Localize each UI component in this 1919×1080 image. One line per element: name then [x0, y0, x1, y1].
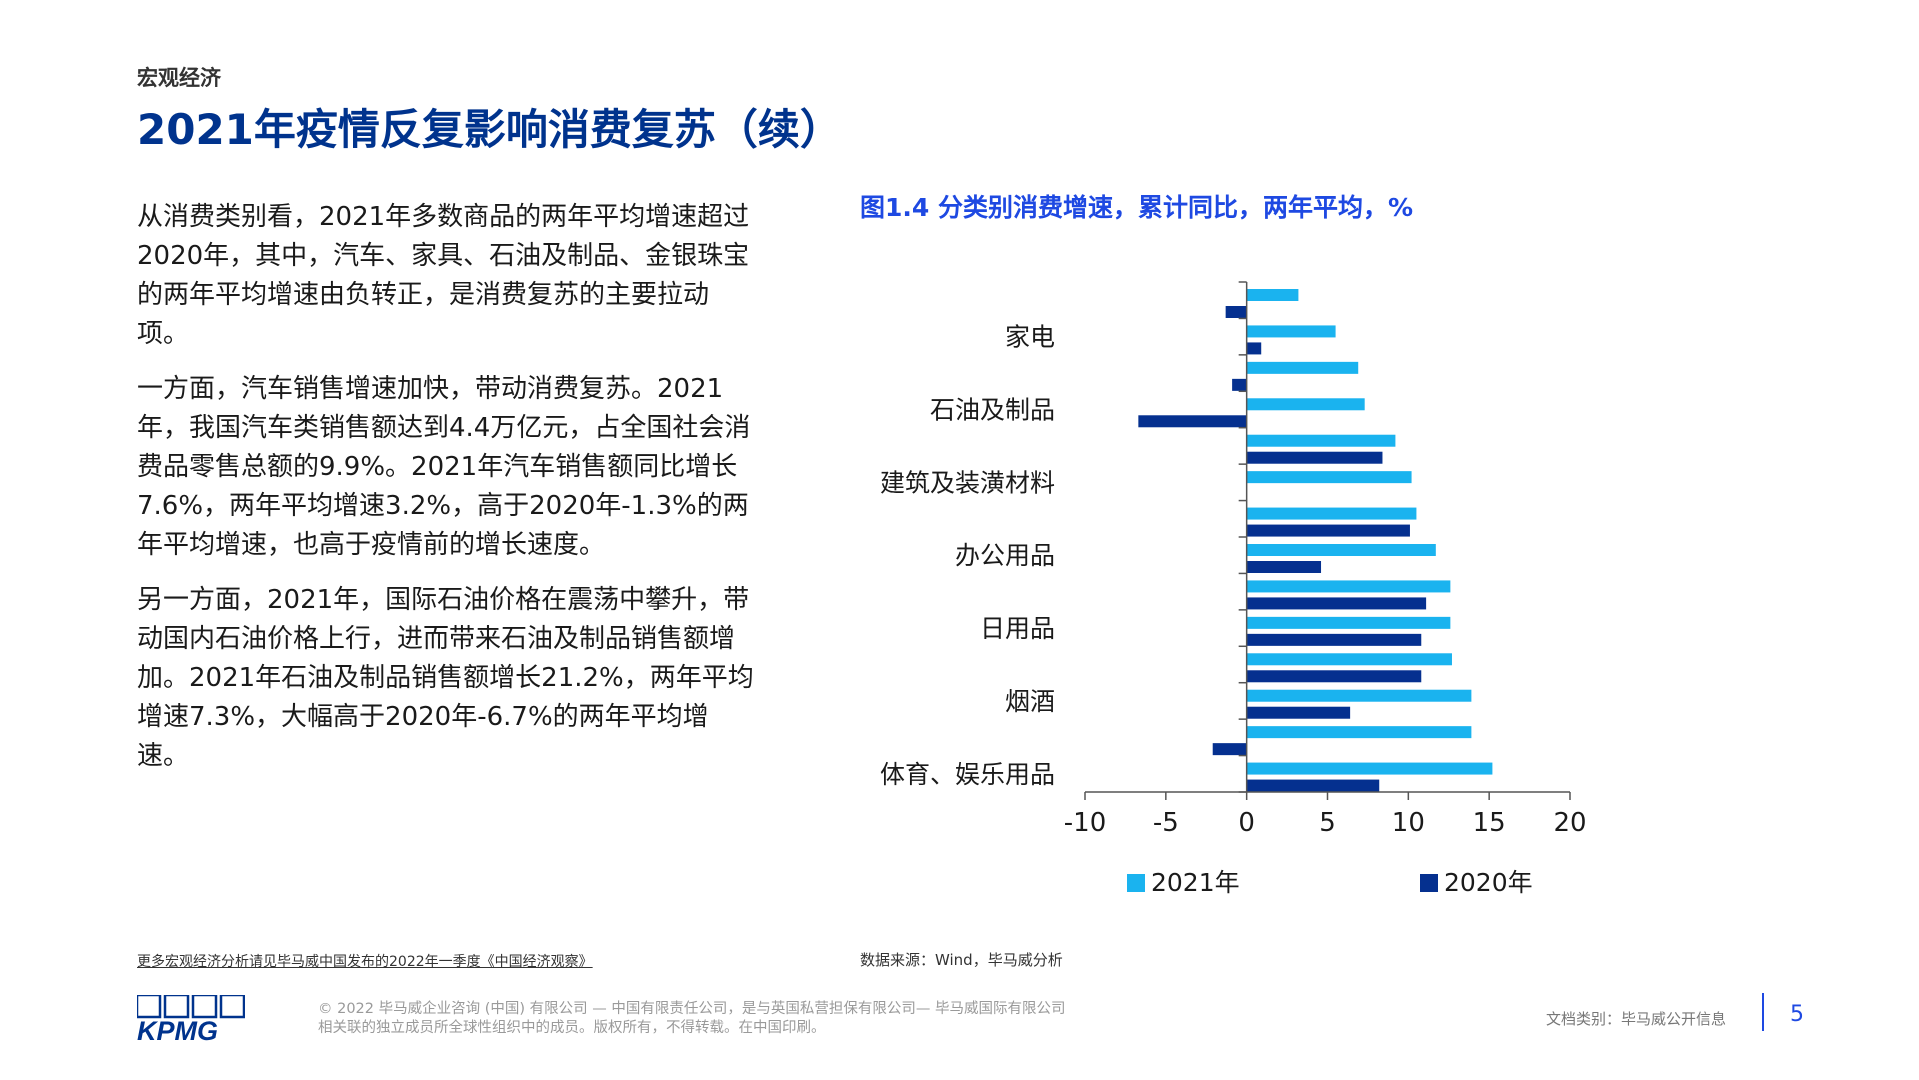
bar-2021 — [1246, 616, 1451, 629]
chart-title: 图1.4 分类别消费增速，累计同比，两年平均，% — [860, 193, 1414, 222]
bar-2021 — [1246, 762, 1493, 775]
legend-label-2021: 2021年 — [1151, 868, 1240, 897]
x-tick-label: 10 — [1392, 808, 1425, 838]
bar-chart: -10 -5 0 5 10 15 20 家电石油及制品建筑及装潢材料办公用品日用品烟酒体育、娱… — [880, 281, 1587, 897]
bar-2020 — [1246, 561, 1322, 573]
bar-2020 — [1246, 597, 1427, 610]
copyright-line-1: © 2022 毕马威企业咨询 (中国) 有限公司 — 中国有限责任公司，是与英国… — [318, 1001, 1066, 1017]
category-label: 家电 — [1005, 323, 1055, 352]
bar-2021 — [1246, 361, 1359, 374]
legend-swatch-2020 — [1420, 874, 1438, 892]
bar-2020 — [1246, 670, 1422, 683]
bar-2020 — [1246, 451, 1383, 464]
page-number: 5 — [1790, 1002, 1804, 1027]
bar-2020 — [1212, 743, 1247, 756]
body-text: 从消费类别看，2021年多数商品的两年平均增速超过2020年，其中，汽车、家具、… — [137, 198, 757, 792]
bar-2021 — [1246, 726, 1472, 739]
paragraph-2: 一方面，汽车销售增速加快，带动消费复苏。2021年，我国汽车类销售额达到4.4万… — [137, 374, 751, 560]
category-label: 烟酒 — [1005, 687, 1055, 716]
bar-2020 — [1246, 524, 1410, 537]
bar-2021 — [1246, 580, 1451, 593]
x-tick-label: -5 — [1153, 808, 1179, 838]
category-label: 石油及制品 — [930, 396, 1055, 425]
bar-2021 — [1246, 653, 1452, 666]
category-label: 日用品 — [980, 614, 1055, 643]
bar-2021 — [1246, 434, 1396, 447]
bar-2021 — [1246, 689, 1472, 702]
bar-2021 — [1246, 289, 1299, 301]
kpmg-logo-text: KPMG — [137, 1016, 218, 1043]
legend-label-2020: 2020年 — [1444, 868, 1533, 897]
bar-2020 — [1225, 306, 1247, 318]
x-tick-label: 0 — [1238, 808, 1255, 838]
paragraph-3: 另一方面，2021年，国际石油价格在震荡中攀升，带动国内石油价格上行，进而带来石… — [137, 585, 754, 771]
document-classification: 文档类别：毕马威公开信息 — [1546, 1010, 1727, 1028]
category-label: 建筑及装潢材料 — [880, 468, 1055, 497]
paragraph-1: 从消费类别看，2021年多数商品的两年平均增速超过2020年，其中，汽车、家具、… — [137, 202, 750, 349]
legend-swatch-2021 — [1127, 874, 1145, 892]
page-title: 2021年疫情反复影响消费复苏（续） — [137, 105, 842, 154]
copyright-notice: © 2022 毕马威企业咨询 (中国) 有限公司 — 中国有限责任公司，是与英国… — [318, 1000, 1065, 1038]
bar-2020 — [1232, 378, 1247, 391]
footer-divider — [1762, 993, 1764, 1031]
bar-2021 — [1246, 471, 1412, 484]
x-tick-label: 20 — [1553, 808, 1586, 838]
category-label: 办公用品 — [955, 541, 1055, 570]
bar-2021 — [1246, 544, 1436, 556]
more-analysis-link[interactable]: 更多宏观经济分析请见毕马威中国发布的2022年一季度《中国经济观察》 — [137, 954, 593, 970]
x-tick-label: 5 — [1319, 808, 1336, 838]
data-source-note: 数据来源：Wind，毕马威分析 — [860, 951, 1063, 969]
bar-2020 — [1246, 342, 1262, 355]
bar-2021 — [1246, 325, 1336, 338]
bar-2020 — [1138, 415, 1247, 428]
x-tick-label: 15 — [1473, 808, 1506, 838]
copyright-line-2: 相关联的独立成员所全球性组织中的成员。版权所有，不得转载。在中国印刷。 — [318, 1020, 826, 1036]
bar-2021 — [1246, 507, 1417, 520]
section-label: 宏观经济 — [137, 66, 221, 90]
x-tick-label: -10 — [1064, 808, 1106, 838]
bar-2020 — [1246, 706, 1351, 719]
bar-2020 — [1246, 779, 1380, 792]
bar-2021 — [1246, 398, 1365, 411]
category-label: 体育、娱乐用品 — [880, 760, 1055, 789]
kpmg-logo: KPMG — [137, 995, 245, 1043]
bar-2020 — [1246, 633, 1422, 646]
